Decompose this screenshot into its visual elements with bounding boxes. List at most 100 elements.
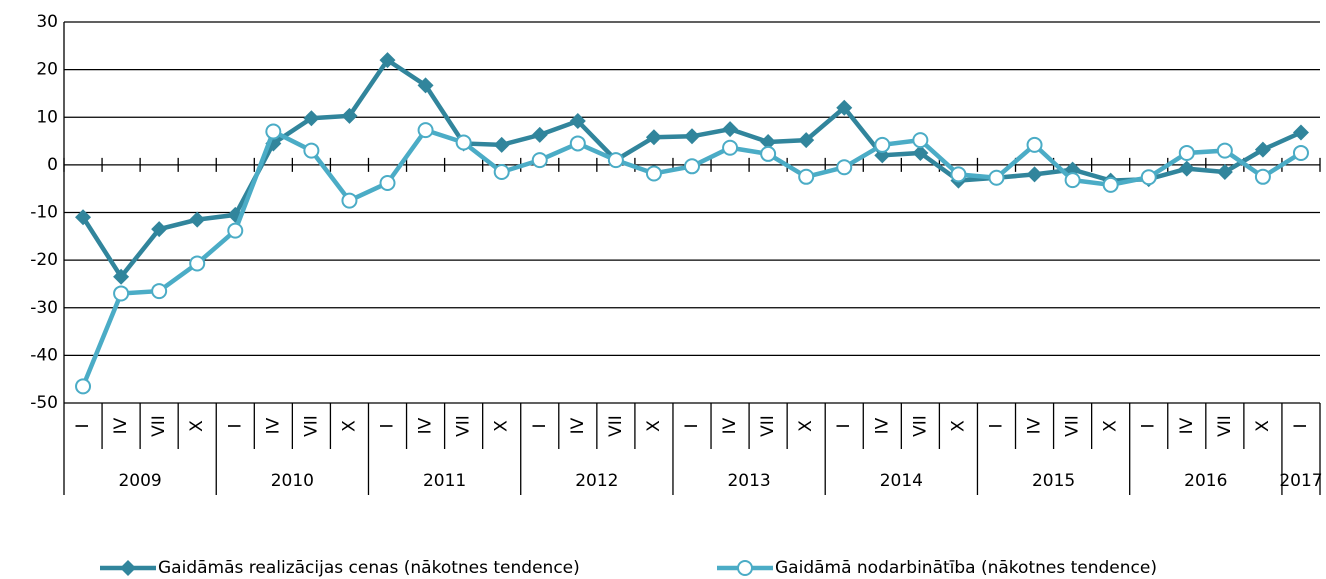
x-tick-label: VII	[606, 415, 626, 437]
marker	[113, 268, 130, 285]
group-label: 2017	[1279, 471, 1322, 491]
x-tick-label: X	[492, 420, 512, 432]
marker	[684, 128, 700, 145]
x-tick-label: VII	[758, 415, 778, 437]
group-label: 2016	[1184, 471, 1227, 491]
x-tick-label: X	[339, 420, 359, 432]
marker	[1026, 166, 1043, 183]
x-tick-label: IV	[872, 417, 892, 434]
marker	[75, 378, 92, 395]
y-tick-label: -50	[30, 393, 58, 413]
marker	[836, 99, 853, 116]
marker	[379, 52, 396, 69]
marker	[1178, 160, 1195, 177]
marker	[684, 158, 700, 175]
group-label: 2013	[727, 471, 770, 491]
marker	[1064, 172, 1081, 189]
x-tick-label: IV	[1025, 417, 1045, 434]
marker	[493, 136, 510, 153]
group-label: 2011	[423, 471, 466, 491]
x-tick-label: VII	[910, 415, 930, 437]
x-tick-label: X	[1101, 420, 1121, 432]
marker	[303, 110, 320, 127]
x-tick-label: X	[1253, 420, 1273, 432]
x-tick-label: I	[682, 423, 702, 428]
marker	[737, 560, 753, 576]
marker	[912, 132, 929, 149]
marker	[1216, 164, 1233, 181]
marker	[836, 159, 853, 176]
marker	[531, 126, 548, 143]
marker	[760, 134, 777, 151]
marker	[1292, 144, 1309, 161]
marker	[798, 168, 815, 185]
marker	[189, 211, 206, 228]
marker	[531, 152, 548, 169]
x-tick-label: X	[796, 420, 816, 432]
y-tick-label: -40	[30, 345, 58, 365]
group-label: 2015	[1032, 471, 1075, 491]
marker	[645, 129, 662, 146]
marker	[151, 283, 168, 300]
x-tick-label: VII	[301, 415, 321, 437]
legend-label: Gaidāmā nodarbinātība (nākotnes tendence…	[775, 558, 1157, 578]
y-tick-label: 20	[36, 60, 58, 80]
marker	[265, 123, 282, 140]
marker	[1026, 136, 1043, 153]
marker	[1292, 124, 1309, 141]
marker	[1178, 144, 1195, 161]
marker	[760, 145, 777, 162]
x-tick-label: I	[1139, 423, 1159, 428]
marker	[722, 139, 739, 156]
marker	[1254, 168, 1271, 185]
marker	[75, 209, 92, 226]
x-tick-label: VII	[454, 415, 474, 437]
marker	[1102, 176, 1119, 193]
marker	[379, 174, 396, 191]
group-label: 2010	[271, 471, 314, 491]
y-tick-label: -10	[30, 203, 58, 223]
y-tick-label: 0	[47, 155, 58, 175]
x-tick-label: IV	[568, 417, 588, 434]
x-tick-label: I	[378, 423, 398, 428]
marker	[455, 134, 472, 151]
marker	[874, 136, 891, 153]
x-tick-label: I	[73, 423, 93, 428]
group-label: 2012	[575, 471, 618, 491]
marker	[227, 222, 244, 239]
x-tick-label: IV	[263, 417, 283, 434]
x-tick-label: X	[948, 420, 968, 432]
marker	[417, 122, 434, 139]
marker	[113, 285, 130, 302]
group-label: 2009	[118, 471, 161, 491]
marker	[569, 113, 586, 130]
marker	[151, 221, 168, 238]
x-tick-label: X	[644, 420, 664, 432]
y-tick-label: 30	[36, 12, 58, 32]
marker	[493, 164, 510, 181]
y-tick-label: -20	[30, 250, 58, 270]
marker	[645, 165, 662, 182]
group-label: 2014	[880, 471, 923, 491]
x-tick-label: I	[225, 423, 245, 428]
x-tick-label: I	[1291, 423, 1311, 428]
marker	[1216, 142, 1233, 159]
marker	[798, 132, 815, 149]
x-tick-label: IV	[1177, 417, 1197, 434]
marker	[950, 166, 967, 183]
marker	[1254, 141, 1271, 158]
legend-label: Gaidāmās realizācijas cenas (nākotnes te…	[158, 558, 580, 578]
marker	[912, 144, 929, 161]
x-tick-label: I	[834, 423, 854, 428]
marker	[417, 77, 434, 94]
marker	[569, 135, 586, 152]
marker	[189, 255, 206, 272]
marker	[341, 192, 358, 209]
marker	[722, 121, 739, 138]
y-tick-label: -30	[30, 298, 58, 318]
marker	[120, 560, 136, 576]
marker	[988, 169, 1005, 186]
x-tick-label: IV	[720, 417, 740, 434]
marker	[303, 142, 320, 159]
